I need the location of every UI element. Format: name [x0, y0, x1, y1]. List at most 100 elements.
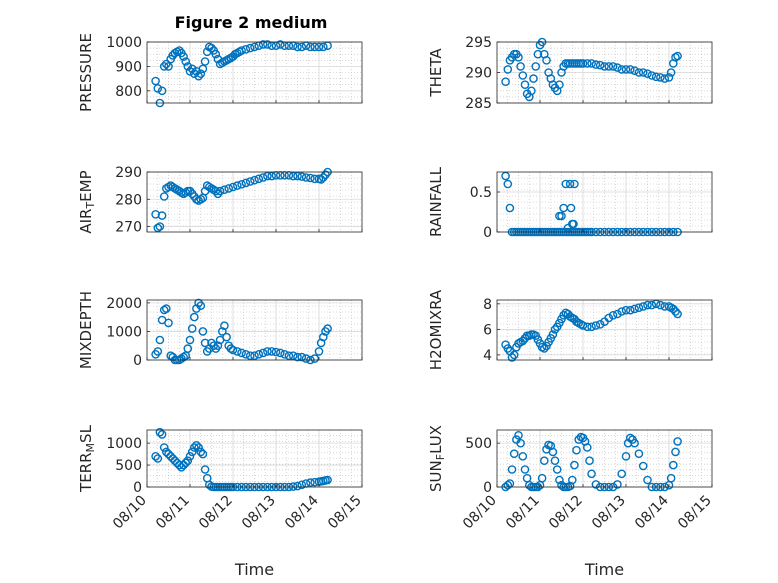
data-point [200, 465, 210, 474]
data-point [185, 335, 195, 345]
data-point [604, 313, 614, 323]
data-point [518, 71, 528, 80]
data-point [224, 184, 233, 193]
data-point [591, 60, 601, 69]
data-point [245, 351, 255, 361]
grid [147, 300, 362, 361]
data-point [566, 203, 576, 213]
data-point [254, 174, 264, 184]
data-point [215, 186, 225, 196]
y-tick-label: 1000 [106, 324, 142, 340]
data-point [306, 173, 315, 183]
data-point [630, 66, 639, 75]
data-point [651, 72, 661, 82]
y-axis-label: TERRMSL [77, 424, 97, 493]
x-tick-label: 08/13 [589, 493, 629, 533]
data-point [613, 309, 622, 319]
data-point [565, 179, 575, 189]
y-tick-label: 500 [115, 458, 142, 474]
data-point [316, 175, 326, 184]
data-point [310, 477, 320, 487]
data-point [600, 62, 609, 71]
data-point [153, 454, 163, 463]
data-point [568, 475, 577, 485]
data-point [669, 304, 678, 314]
data-point [509, 449, 519, 459]
data-point [232, 181, 242, 190]
data-point [220, 321, 229, 331]
data-point [297, 42, 307, 52]
axes-box [146, 429, 363, 488]
data-point [516, 62, 525, 71]
y-tick-label: 1000 [106, 436, 142, 452]
x-tick-label: 08/15 [325, 493, 365, 533]
data-point [157, 211, 167, 220]
y-axis-label: PRESSURE [77, 33, 95, 112]
data-point [228, 182, 238, 192]
data-point [263, 40, 272, 49]
data-point [626, 305, 635, 315]
data-point [159, 443, 169, 452]
data-point [501, 77, 510, 86]
y-tick-label: 800 [115, 84, 142, 100]
data-point [161, 59, 171, 69]
data-point [189, 312, 199, 322]
data-point [570, 460, 579, 470]
data-point [630, 438, 639, 448]
data-point [155, 427, 165, 437]
data-point [673, 309, 682, 319]
y-tick-label: 0 [483, 225, 492, 241]
data-point [617, 65, 627, 74]
data-point [161, 304, 171, 313]
data-point [200, 338, 210, 348]
data-point [595, 319, 605, 329]
data-point [514, 53, 523, 62]
data-point [271, 347, 281, 357]
data-point [198, 327, 208, 336]
data-point [548, 330, 558, 339]
data-point [664, 73, 674, 82]
data-point [228, 345, 238, 355]
data-point [314, 347, 324, 356]
data-point [613, 480, 622, 489]
x-tick-label: 08/14 [282, 492, 322, 532]
x-tick-label: 08/12 [196, 493, 236, 533]
data-point [177, 462, 186, 472]
data-point [310, 42, 320, 52]
data-point [153, 347, 163, 356]
data-point [630, 304, 639, 314]
data-point [503, 344, 513, 353]
data-point [250, 42, 259, 52]
axes-box [146, 41, 363, 104]
y-tick-label: 4 [483, 348, 492, 364]
data-point [505, 203, 515, 213]
data-point [198, 449, 208, 459]
data-point [626, 433, 635, 443]
data-point [237, 46, 246, 55]
data-point [516, 438, 525, 448]
data-point [153, 223, 163, 233]
data-point [638, 461, 648, 471]
data-point [275, 348, 285, 358]
data-point [301, 173, 311, 182]
subplot-1: 800 900 1000 PRESSURE [77, 33, 363, 112]
y-tick-label: 270 [115, 220, 142, 236]
y-tick-label: 285 [465, 96, 492, 112]
data-point [194, 71, 203, 81]
data-point [514, 430, 523, 440]
data-point [241, 178, 251, 188]
subplot-5: 0 1000 2000 MIXDEPTH [77, 291, 363, 369]
data-point [168, 182, 178, 192]
data-point [578, 321, 588, 330]
data-point [157, 86, 167, 96]
data-point [245, 43, 255, 53]
data-point [200, 57, 210, 66]
data-point [151, 76, 160, 86]
data-point [196, 301, 206, 311]
y-axis-label: MIXDEPTH [77, 291, 95, 369]
subplot-8: 0 500 SUNFLUX 08/10 08/11 08/12 08/13 08/14 08/1… [427, 425, 715, 579]
data-point [323, 475, 332, 485]
data-point [220, 185, 229, 194]
data-point [306, 42, 315, 52]
y-tick-label: 290 [115, 165, 142, 181]
